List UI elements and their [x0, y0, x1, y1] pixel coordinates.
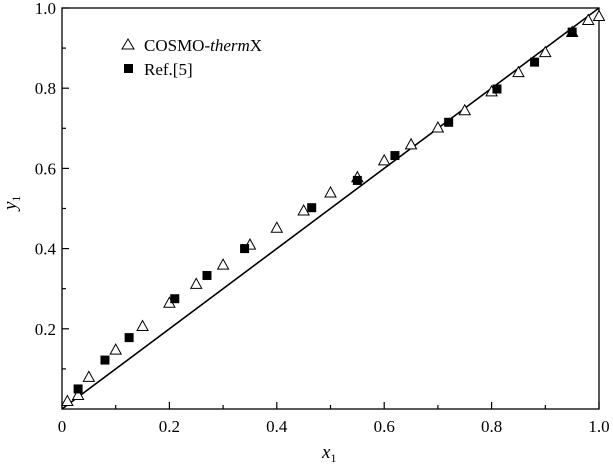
y-tick-label: 0.2 — [35, 320, 56, 339]
triangle-point — [270, 221, 284, 233]
y-axis-title-main: y — [0, 201, 21, 212]
legend-square-marker — [124, 64, 133, 73]
square-point — [307, 203, 317, 213]
legend-label-ref: Ref.[5] — [144, 60, 193, 79]
series-ref5 — [73, 27, 577, 394]
y-tick-label: 0.6 — [35, 159, 56, 178]
triangle-point — [109, 343, 123, 355]
y-tick-label: 1.0 — [35, 0, 56, 18]
diagonal-reference-line — [61, 7, 600, 410]
square-point — [73, 384, 83, 394]
legend-label-cosmo-part2: therm — [210, 36, 250, 55]
legend: COSMO-thermX Ref.[5] — [121, 36, 262, 79]
triangle-point — [377, 153, 391, 166]
y-tick-label: 0.8 — [35, 79, 56, 98]
triangle-point — [82, 370, 96, 382]
y-axis-title-sub: 1 — [9, 196, 23, 202]
series-cosmo-thermx — [61, 9, 606, 406]
legend-label-cosmo-part3: X — [250, 36, 262, 55]
triangle-point — [458, 103, 472, 116]
triangle-point — [431, 120, 445, 133]
square-point — [124, 333, 134, 343]
square-point — [240, 244, 250, 254]
x-tick-label: 0.6 — [374, 417, 395, 436]
x-axis-title: x1 — [321, 442, 336, 465]
square-point — [444, 117, 454, 127]
triangle-point — [592, 9, 606, 22]
y-tick-label: 0.4 — [35, 240, 57, 259]
y-axis-title: y1 — [0, 196, 23, 212]
square-point — [100, 355, 110, 365]
x-axis-title-sub: 1 — [330, 451, 336, 465]
triangle-point — [404, 137, 418, 150]
legend-label-cosmo-part1: COSMO- — [144, 36, 210, 55]
square-point — [492, 84, 502, 94]
x-tick-label: 0.8 — [481, 417, 502, 436]
axis-ticks — [61, 7, 600, 409]
x-tick-label: 0 — [58, 417, 67, 436]
square-point — [202, 270, 212, 280]
square-point — [170, 294, 180, 304]
triangle-point — [216, 258, 230, 270]
triangle-point — [581, 13, 595, 26]
x-tick-label: 0.4 — [266, 417, 288, 436]
tick-labels: 0 0.2 0.4 0.6 0.8 1.0 0.2 0.4 0.6 0.8 1.0 — [35, 0, 610, 436]
triangle-point — [71, 388, 85, 400]
square-point — [352, 175, 362, 185]
triangle-point — [61, 394, 74, 406]
triangle-point — [324, 185, 337, 198]
triangle-point — [136, 319, 149, 331]
x-axis-title-main: x — [321, 442, 331, 463]
square-point — [567, 27, 577, 37]
triangle-point — [538, 45, 552, 58]
legend-label-cosmo: COSMO-thermX — [144, 36, 262, 55]
triangle-point — [189, 277, 203, 289]
x-tick-label: 1.0 — [588, 417, 609, 436]
square-point — [390, 151, 400, 161]
triangle-point — [297, 203, 310, 216]
x-tick-label: 0.2 — [159, 417, 180, 436]
square-point — [530, 57, 540, 67]
legend-triangle-marker — [121, 38, 135, 50]
triangle-point — [512, 65, 525, 78]
